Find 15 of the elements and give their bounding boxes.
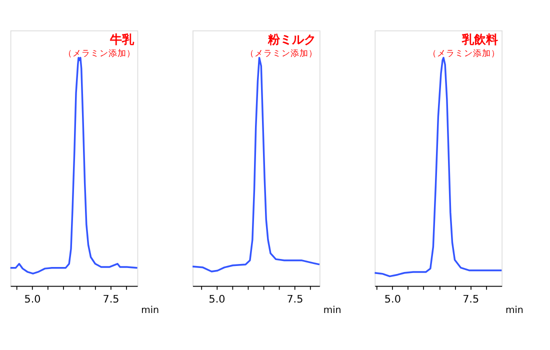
chart-subtitle: （メラミン添加） bbox=[428, 48, 500, 60]
chart-title: 粉ミルク bbox=[267, 32, 316, 46]
x-axis-title: min bbox=[506, 305, 524, 316]
x-axis-title: min bbox=[141, 305, 160, 316]
chart-title: 牛乳 bbox=[108, 32, 135, 46]
x-tick-label: 5.0 bbox=[384, 294, 401, 306]
chart-title: 乳飲料 bbox=[461, 32, 498, 46]
x-axis-title: min bbox=[323, 305, 342, 316]
x-tick-label: 7.5 bbox=[286, 294, 304, 306]
x-tick-label: 5.0 bbox=[208, 294, 226, 306]
x-tick-label: 5.0 bbox=[24, 294, 41, 306]
x-tick-label: 7.5 bbox=[462, 294, 480, 306]
chart-subtitle: （メラミン添加） bbox=[64, 48, 136, 60]
x-tick-label: 7.5 bbox=[102, 294, 120, 306]
chart-subtitle: （メラミン添加） bbox=[246, 48, 318, 60]
